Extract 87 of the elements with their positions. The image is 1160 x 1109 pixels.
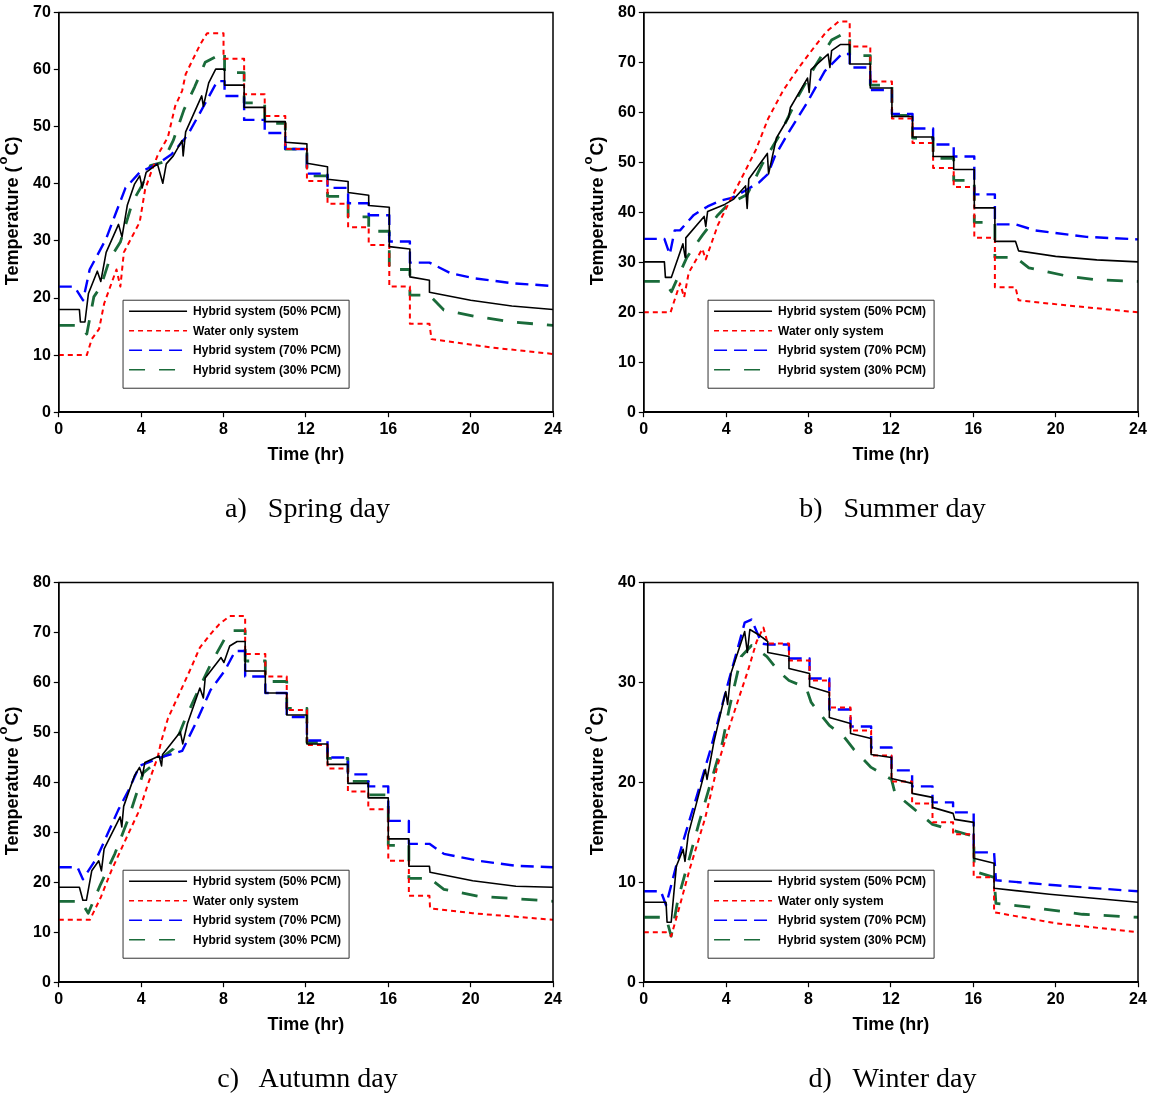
text: a) Spring day — [224, 492, 391, 524]
y-tick-label: 40 — [618, 202, 636, 220]
x-tick-label: 24 — [544, 420, 562, 438]
x-tick-label: 12 — [882, 420, 900, 438]
legend-label: Hybrid system (70% PCM) — [778, 913, 927, 928]
y-tick-label: 30 — [33, 822, 51, 840]
x-tick-label: 12 — [882, 990, 900, 1008]
x-tick-label: 8 — [219, 420, 229, 438]
y-tick-label: 40 — [33, 174, 51, 192]
y-tick-label: 10 — [618, 352, 636, 370]
text: d) Winter day — [807, 1062, 978, 1094]
y-axis-title: Temperature (oC) — [0, 136, 22, 286]
x-tick-label: 16 — [379, 990, 398, 1008]
x-tick-label: 0 — [54, 420, 64, 438]
y-tick-label: 80 — [33, 573, 51, 591]
legend-label: Hybrid system (30% PCM) — [778, 932, 927, 947]
x-tick-label: 20 — [1046, 420, 1065, 438]
y-tick-label: 20 — [33, 288, 51, 306]
x-tick-label: 8 — [804, 990, 814, 1008]
x-tick-label: 20 — [461, 420, 480, 438]
x-tick-label: 12 — [297, 420, 315, 438]
x-tick-label: 24 — [544, 990, 562, 1008]
legend-label: Water only system — [778, 323, 884, 338]
x-tick-label: 4 — [136, 420, 146, 438]
y-tick-label: 20 — [618, 772, 636, 790]
legend-label: Hybrid system (30% PCM) — [193, 932, 342, 947]
y-tick-label: 70 — [618, 52, 636, 70]
x-tick-label: 4 — [721, 420, 731, 438]
x-tick-label: 24 — [1129, 420, 1147, 438]
legend-label: Hybrid system (50% PCM) — [778, 874, 927, 889]
y-tick-label: 0 — [41, 972, 51, 990]
y-tick-label: 0 — [626, 972, 636, 990]
x-tick-label: 8 — [804, 420, 814, 438]
y-tick-label: 50 — [618, 152, 636, 170]
y-axis-title: Temperature (oC) — [0, 706, 22, 856]
x-tick-label: 20 — [1046, 990, 1065, 1008]
y-tick-label: 10 — [618, 872, 636, 890]
x-tick-label: 24 — [1129, 990, 1147, 1008]
x-axis-title: Time (hr) — [267, 444, 345, 465]
x-tick-label: 4 — [136, 990, 146, 1008]
y-tick-label: 40 — [33, 772, 51, 790]
legend-label: Hybrid system (70% PCM) — [193, 913, 342, 928]
y-tick-label: 60 — [33, 60, 51, 78]
y-tick-label: 0 — [626, 402, 636, 420]
y-tick-label: 60 — [33, 672, 51, 690]
x-tick-label: 16 — [964, 420, 983, 438]
y-tick-label: 30 — [618, 252, 636, 270]
legend-label: Hybrid system (30% PCM) — [193, 362, 342, 377]
x-tick-label: 0 — [639, 990, 649, 1008]
legend-label: Water only system — [193, 323, 299, 338]
y-tick-label: 70 — [33, 3, 51, 21]
y-tick-label: 10 — [33, 922, 51, 940]
y-tick-label: 0 — [41, 402, 51, 420]
y-axis-title: Temperature (oC) — [580, 136, 607, 286]
legend-label: Water only system — [778, 893, 884, 908]
legend-label: Hybrid system (30% PCM) — [778, 362, 927, 377]
y-tick-label: 80 — [618, 3, 636, 21]
legend-label: Hybrid system (50% PCM) — [193, 874, 342, 889]
y-tick-label: 20 — [618, 302, 636, 320]
text: b) Summer day — [798, 492, 987, 524]
x-tick-label: 4 — [721, 990, 731, 1008]
x-tick-label: 0 — [54, 990, 64, 1008]
text: c) Autumn day — [216, 1062, 399, 1094]
legend-label: Water only system — [193, 893, 299, 908]
y-tick-label: 10 — [33, 345, 51, 363]
legend-label: Hybrid system (50% PCM) — [778, 304, 927, 319]
y-tick-label: 30 — [618, 672, 636, 690]
x-axis-title: Time (hr) — [267, 1014, 345, 1035]
x-tick-label: 16 — [379, 420, 398, 438]
y-tick-label: 40 — [618, 573, 636, 591]
y-tick-label: 20 — [33, 872, 51, 890]
x-tick-label: 0 — [639, 420, 649, 438]
x-tick-label: 12 — [297, 990, 315, 1008]
y-axis-title: Temperature (oC) — [580, 706, 607, 856]
y-tick-label: 60 — [618, 102, 636, 120]
x-tick-label: 20 — [461, 990, 480, 1008]
legend-label: Hybrid system (70% PCM) — [193, 343, 342, 358]
y-tick-label: 30 — [33, 231, 51, 249]
legend-label: Hybrid system (50% PCM) — [193, 304, 342, 319]
y-tick-label: 50 — [33, 722, 51, 740]
x-tick-label: 16 — [964, 990, 983, 1008]
y-tick-label: 50 — [33, 117, 51, 135]
legend-label: Hybrid system (70% PCM) — [778, 343, 927, 358]
x-tick-label: 8 — [219, 990, 229, 1008]
x-axis-title: Time (hr) — [852, 444, 930, 465]
y-tick-label: 70 — [33, 622, 51, 640]
x-axis-title: Time (hr) — [852, 1014, 930, 1035]
